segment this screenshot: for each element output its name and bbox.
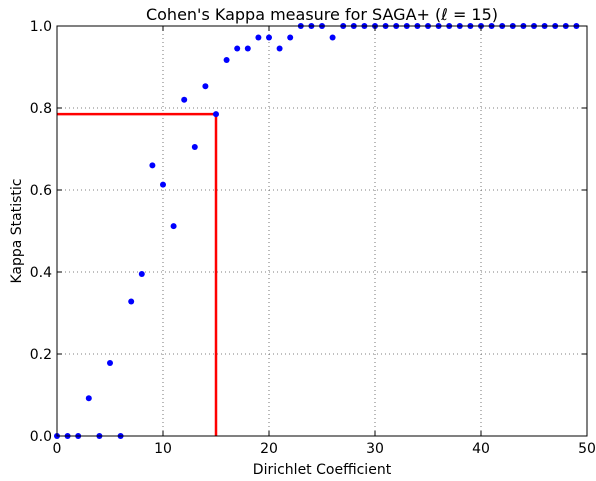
data-point bbox=[149, 162, 156, 169]
y-axis-ticks: 0.0 0.2 0.4 0.6 0.8 1.0 bbox=[30, 19, 587, 445]
data-points bbox=[54, 23, 580, 439]
data-point bbox=[266, 34, 272, 41]
data-point bbox=[170, 223, 177, 230]
data-point bbox=[128, 298, 135, 305]
data-point bbox=[202, 83, 209, 90]
data-point bbox=[329, 34, 336, 41]
x-tick-label: 10 bbox=[154, 441, 172, 457]
data-point bbox=[223, 57, 230, 64]
x-tick-label: 50 bbox=[578, 441, 596, 457]
reference-lines bbox=[57, 112, 218, 436]
data-point bbox=[138, 271, 145, 278]
data-point bbox=[244, 45, 251, 52]
y-tick-label: 0.2 bbox=[30, 347, 52, 363]
data-point bbox=[181, 96, 188, 103]
y-tick-label: 0.4 bbox=[30, 265, 52, 281]
y-tick-label: 0.8 bbox=[30, 101, 52, 117]
chart-title: Cohen's Kappa measure for SAGA+ (ℓ = 15) bbox=[146, 5, 498, 24]
x-tick-label: 40 bbox=[472, 441, 490, 457]
data-point bbox=[276, 45, 283, 52]
data-point bbox=[191, 143, 198, 150]
x-axis-label: Dirichlet Coefficient bbox=[253, 462, 392, 478]
plot-frame bbox=[56, 25, 588, 437]
data-point bbox=[85, 395, 92, 402]
grid-lines bbox=[56, 25, 588, 437]
data-point bbox=[255, 34, 262, 41]
data-point bbox=[287, 34, 294, 41]
y-axis-label: Kappa Statistic bbox=[9, 178, 25, 283]
x-axis-ticks: 0 10 20 30 40 50 bbox=[53, 26, 596, 457]
y-tick-label: 0.0 bbox=[30, 429, 52, 445]
y-tick-label: 1.0 bbox=[30, 19, 52, 35]
x-tick-label: 20 bbox=[260, 441, 278, 457]
data-point bbox=[160, 181, 166, 188]
x-tick-label: 0 bbox=[53, 441, 62, 457]
x-tick-label: 30 bbox=[366, 441, 384, 457]
y-tick-label: 0.6 bbox=[30, 183, 52, 199]
data-point bbox=[107, 360, 113, 367]
data-point bbox=[213, 111, 219, 118]
data-point bbox=[234, 45, 241, 52]
